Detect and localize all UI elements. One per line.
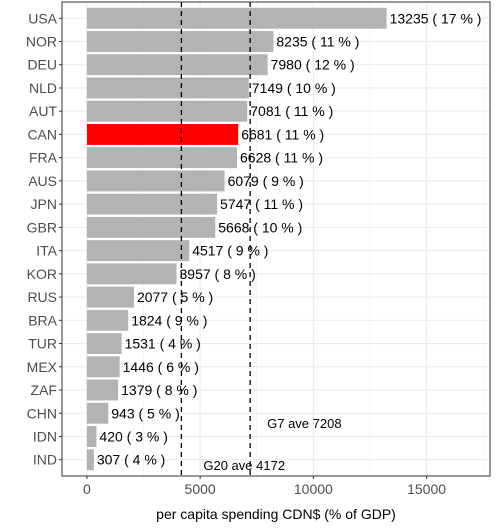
bar-zaf — [86, 379, 119, 401]
value-label-aus: 6079 ( 9 % ) — [228, 173, 304, 189]
bar-nld — [86, 77, 249, 99]
bar-aus — [86, 170, 225, 192]
value-label-gbr: 5668 ( 10 % ) — [218, 219, 302, 235]
bar-fra — [86, 147, 238, 169]
value-label-nor: 8235 ( 11 % ) — [276, 34, 359, 50]
y-tick-label-jpn: JPN — [31, 196, 57, 212]
y-tick-label-kor: KOR — [27, 266, 57, 282]
value-label-fra: 6628 ( 11 % ) — [240, 150, 323, 166]
bar-aut — [86, 100, 248, 122]
value-label-rus: 2077 ( 5 % ) — [137, 289, 213, 305]
bar-can — [86, 123, 239, 145]
x-tick-label-15000: 15000 — [407, 481, 446, 497]
reference-line-label-0: G7 ave 7208 — [267, 416, 341, 431]
y-tick-label-aus: AUS — [28, 173, 57, 189]
bar-ita — [86, 240, 190, 262]
bar-nor — [86, 31, 274, 52]
value-label-deu: 7980 ( 12 % ) — [271, 57, 355, 73]
x-tick-label-0: 0 — [83, 481, 91, 497]
reference-lines: G7 ave 7208 G20 ave 4172 — [180, 2, 342, 476]
reference-line-label-1: G20 ave 4172 — [203, 458, 285, 473]
bar-kor — [86, 263, 177, 285]
bar-value-labels: 13235 ( 17 % ) 8235 ( 11 % ) 7980 ( 12 % )… — [97, 10, 482, 467]
value-label-can: 6681 ( 11 % ) — [241, 126, 324, 142]
bar-mex — [86, 356, 120, 378]
value-label-ita: 4517 ( 9 % ) — [192, 243, 268, 259]
value-label-bra: 1824 ( 9 % ) — [131, 312, 207, 328]
value-label-kor: 3957 ( 8 % ) — [180, 266, 256, 282]
value-label-chn: 943 ( 5 % ) — [111, 405, 179, 421]
bars — [86, 7, 387, 471]
bar-ind — [86, 449, 94, 471]
value-label-aut: 7081 ( 11 % ) — [250, 103, 333, 119]
panel-border — [61, 1, 491, 477]
y-tick-label-rus: RUS — [27, 289, 57, 305]
x-axis-title: per capita spending CDN$ (% of GDP) — [156, 506, 396, 522]
y-tick-label-ita: ITA — [36, 243, 57, 259]
x-tick-label-5000: 5000 — [185, 481, 216, 497]
y-tick-label-usa: USA — [28, 10, 57, 26]
value-label-ind: 307 ( 4 % ) — [97, 452, 165, 468]
bar-usa — [86, 7, 387, 29]
value-label-idn: 420 ( 3 % ) — [99, 429, 167, 445]
bar-chn — [86, 402, 109, 424]
value-label-mex: 1446 ( 6 % ) — [123, 359, 199, 375]
value-label-tur: 1531 ( 4 % ) — [125, 336, 201, 352]
y-tick-label-can: CAN — [27, 126, 57, 142]
y-tick-label-gbr: GBR — [27, 219, 57, 235]
bar-jpn — [86, 193, 218, 215]
y-tick-label-zaf: ZAF — [31, 382, 57, 398]
y-tick-label-bra: BRA — [28, 312, 57, 328]
x-axis-tick-labels: 0 5000 10000 15000 — [83, 476, 446, 497]
bar-gbr — [86, 216, 216, 238]
y-tick-label-tur: TUR — [28, 336, 57, 352]
y-axis-tick-labels: USA NOR DEU NLD AUT CAN FRA AUS JPN GBR ITA KOR RUS B… — [26, 10, 62, 468]
bar-idn — [86, 426, 97, 447]
y-tick-label-idn: IDN — [33, 429, 57, 445]
bar-bra — [86, 309, 129, 331]
y-tick-label-fra: FRA — [29, 150, 58, 166]
bar-tur — [86, 333, 122, 355]
value-label-usa: 13235 ( 17 % ) — [390, 10, 482, 26]
y-tick-label-deu: DEU — [27, 57, 57, 73]
bar-deu — [86, 54, 268, 76]
y-tick-label-chn: CHN — [27, 405, 57, 421]
y-tick-label-nld: NLD — [29, 80, 57, 96]
bar-rus — [86, 286, 134, 308]
value-label-zaf: 1379 ( 8 % ) — [121, 382, 197, 398]
y-tick-label-nor: NOR — [26, 34, 57, 50]
y-tick-label-aut: AUT — [29, 103, 57, 119]
y-tick-label-ind: IND — [33, 452, 57, 468]
value-label-nld: 7149 ( 10 % ) — [252, 80, 336, 96]
x-tick-label-10000: 10000 — [294, 481, 333, 497]
value-label-jpn: 5747 ( 11 % ) — [220, 196, 303, 212]
y-tick-label-mex: MEX — [27, 359, 58, 375]
